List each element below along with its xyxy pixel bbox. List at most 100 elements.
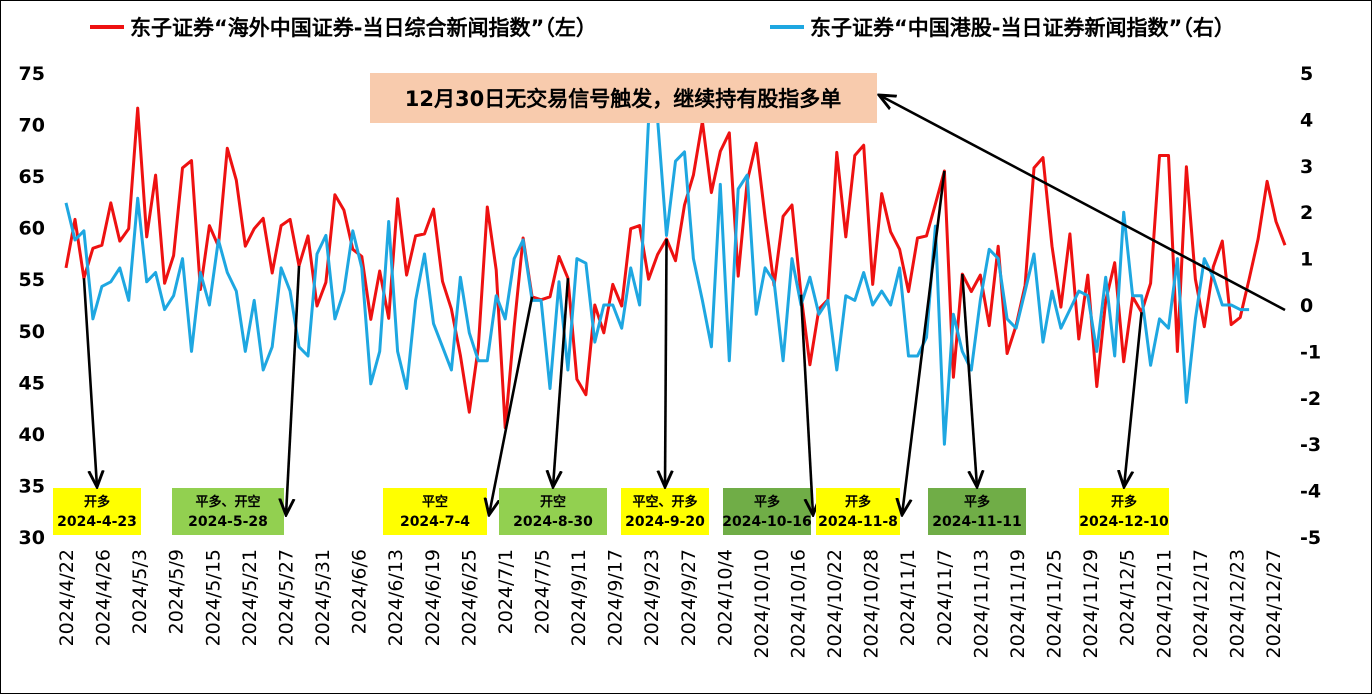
x-tick-label: 2024/10/4 bbox=[714, 549, 736, 646]
legend-label-1: 东子证券“海外中国证券-当日综合新闻指数”（左） bbox=[130, 16, 597, 40]
x-tick-label: 2024/6/25 bbox=[458, 549, 480, 646]
x-tick-label: 2024/6/6 bbox=[349, 549, 371, 634]
signal-action-label: 开空 bbox=[540, 494, 566, 510]
x-tick-label: 2024/9/23 bbox=[641, 549, 663, 646]
y-right-tick-label: 4 bbox=[1300, 109, 1313, 131]
x-tick-label: 2024/12/5 bbox=[1117, 549, 1139, 646]
signal-box bbox=[723, 488, 811, 535]
x-tick-label: 2024/6/19 bbox=[422, 549, 444, 646]
x-tick-label: 2024/7/5 bbox=[531, 549, 553, 634]
signal-action-label: 平空 bbox=[422, 494, 448, 510]
signal-action-label: 平多 bbox=[964, 494, 990, 510]
x-tick-label: 2024/11/7 bbox=[934, 549, 956, 646]
x-tick-label: 2024/5/3 bbox=[129, 549, 151, 634]
signal-box bbox=[383, 488, 487, 535]
signal-box bbox=[172, 488, 284, 535]
x-tick-label: 2024/5/27 bbox=[275, 549, 297, 646]
signal-box bbox=[1079, 488, 1169, 535]
x-tick-label: 2024/12/23 bbox=[1226, 549, 1248, 659]
signal-date-label: 2024-4-23 bbox=[57, 514, 137, 530]
signal-arrow bbox=[961, 273, 977, 487]
signal-action-label: 平多、开空 bbox=[195, 494, 260, 510]
y-right-tick-label: 5 bbox=[1300, 63, 1313, 85]
y-left-tick-label: 35 bbox=[19, 475, 45, 497]
signal-date-label: 2024-8-30 bbox=[513, 514, 593, 530]
x-tick-label: 2024/11/29 bbox=[1080, 549, 1102, 659]
y-left-tick-label: 75 bbox=[19, 63, 45, 85]
signal-action-label: 开多 bbox=[84, 494, 110, 510]
x-tick-label: 2024/5/31 bbox=[312, 549, 334, 646]
signal-date-label: 2024-12-10 bbox=[1079, 514, 1169, 530]
signal-date-label: 2024-11-11 bbox=[932, 514, 1022, 530]
x-tick-label: 2024/10/16 bbox=[788, 549, 810, 659]
y-left-tick-label: 55 bbox=[19, 269, 45, 291]
x-tick-label: 2024/9/27 bbox=[678, 549, 700, 646]
x-tick-label: 2024/10/28 bbox=[861, 549, 883, 659]
signal-date-label: 2024-5-28 bbox=[188, 514, 268, 530]
legend: 东子证券“海外中国证券-当日综合新闻指数”（左） 东子证券“中国港股-当日证券新闻… bbox=[90, 16, 1235, 40]
signal-arrow bbox=[799, 294, 813, 515]
y-left-tick-label: 40 bbox=[19, 424, 45, 446]
x-tick-label: 2024/10/22 bbox=[824, 549, 846, 659]
x-tick-label: 2024/4/22 bbox=[56, 549, 78, 646]
y-right-tick-label: -5 bbox=[1300, 527, 1321, 549]
x-tick-label: 2024/9/17 bbox=[605, 549, 627, 646]
signal-action-label: 开多 bbox=[845, 494, 871, 510]
y-left-tick-label: 50 bbox=[19, 321, 45, 343]
y-left-tick-label: 30 bbox=[19, 527, 45, 549]
x-tick-label: 2024/4/26 bbox=[93, 549, 115, 646]
y-right-tick-label: 1 bbox=[1300, 249, 1313, 271]
signal-date-label: 2024-11-8 bbox=[818, 514, 898, 530]
signal-arrow bbox=[665, 239, 667, 487]
signal-action-label: 平空、开多 bbox=[632, 494, 697, 510]
signal-arrow bbox=[553, 278, 570, 487]
signal-arrow bbox=[82, 278, 97, 487]
annotation-box bbox=[370, 73, 877, 123]
x-tick-label: 2024/6/13 bbox=[385, 549, 407, 646]
signal-box bbox=[928, 488, 1026, 535]
signal-box bbox=[621, 488, 709, 535]
signal-action-label: 平多 bbox=[754, 494, 780, 510]
signal-box bbox=[816, 488, 900, 535]
y-right-tick-label: -4 bbox=[1300, 481, 1321, 503]
x-tick-label: 2024/12/27 bbox=[1263, 549, 1285, 659]
y-left-tick-label: 45 bbox=[19, 372, 45, 394]
y-right-tick-label: 3 bbox=[1300, 156, 1313, 178]
signal-date-label: 2024-7-4 bbox=[400, 514, 470, 530]
signal-box bbox=[499, 488, 607, 535]
annotation-text: 12月30日无交易信号触发，继续持有股指多单 bbox=[405, 87, 841, 111]
x-tick-label: 2024/11/25 bbox=[1044, 549, 1066, 659]
y-right-tick-label: -3 bbox=[1300, 434, 1321, 456]
y-right-tick-label: 0 bbox=[1300, 295, 1313, 317]
series-group bbox=[64, 106, 1287, 446]
x-tick-label: 2024/11/13 bbox=[970, 549, 992, 659]
x-tick-label: 2024/10/10 bbox=[751, 549, 773, 659]
x-axis: 2024/4/22 2024/4/26 2024/5/3 2024/5/9 2024/5… bbox=[56, 549, 1285, 659]
signal-arrow bbox=[489, 296, 534, 515]
y-axis-left: 30 35 40 45 50 55 60 65 70 75 bbox=[19, 63, 45, 549]
y-right-tick-label: -2 bbox=[1300, 388, 1321, 410]
x-tick-label: 2024/12/11 bbox=[1153, 549, 1175, 659]
y-axis-right: -5 -4 -3 -2 -1 0 1 2 3 4 5 bbox=[1300, 63, 1321, 549]
x-tick-label: 2024/7/1 bbox=[495, 549, 517, 634]
x-tick-label: 2024/11/1 bbox=[897, 549, 919, 646]
annotation: 12月30日无交易信号触发，继续持有股指多单 bbox=[370, 73, 1286, 312]
signal-annotations: 开多 2024-4-23 平多、开空 2024-5-28 平空 2024-7-4 开空 202… bbox=[53, 170, 1169, 535]
signal-box bbox=[53, 488, 141, 535]
legend-label-2: 东子证券“中国港股-当日证券新闻指数”（右） bbox=[810, 16, 1235, 40]
y-left-tick-label: 65 bbox=[19, 166, 45, 188]
x-tick-label: 2024/5/15 bbox=[202, 549, 224, 646]
x-tick-label: 2024/9/11 bbox=[568, 549, 590, 646]
x-tick-label: 2024/11/19 bbox=[1007, 549, 1029, 659]
x-tick-label: 2024/12/17 bbox=[1190, 549, 1212, 659]
signal-arrow bbox=[286, 265, 301, 515]
series-line-overseas bbox=[64, 106, 1287, 430]
y-left-tick-label: 70 bbox=[19, 115, 45, 137]
annotation-arrow bbox=[879, 95, 1286, 312]
series-line-hk bbox=[64, 117, 1250, 446]
signal-arrow bbox=[1124, 312, 1143, 487]
y-right-tick-label: -1 bbox=[1300, 341, 1321, 363]
x-tick-label: 2024/5/9 bbox=[166, 549, 188, 634]
signal-date-label: 2024-9-20 bbox=[625, 514, 705, 530]
